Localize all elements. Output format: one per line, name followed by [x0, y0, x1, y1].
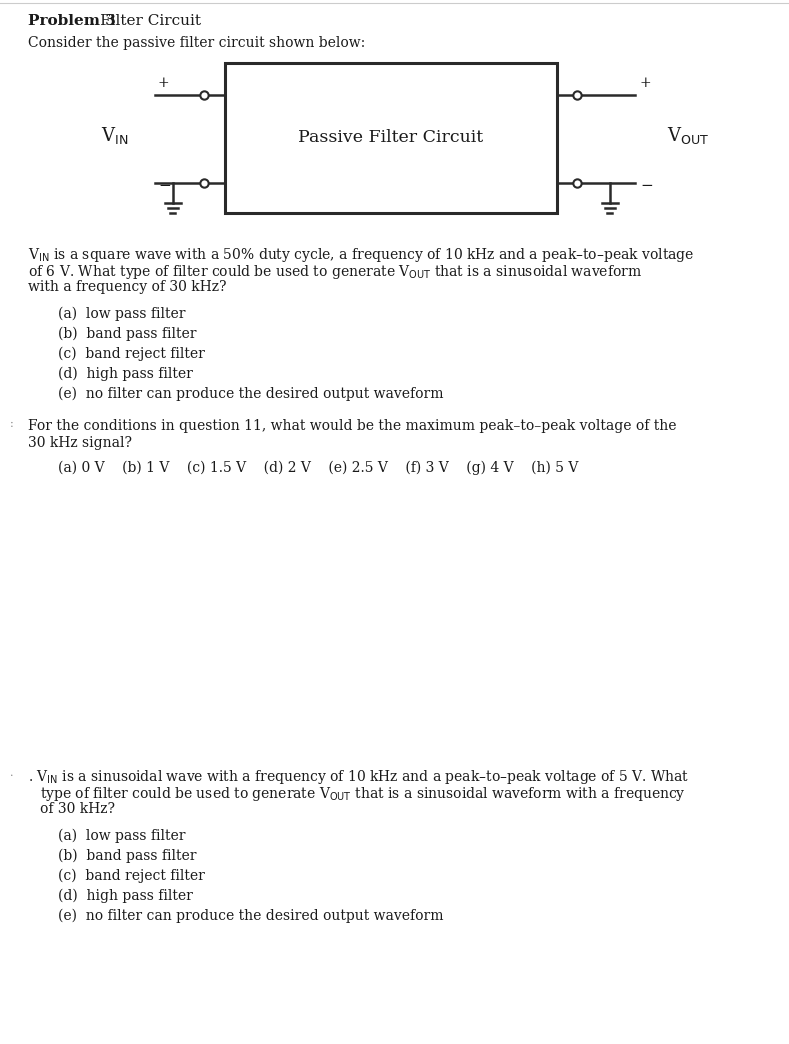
Text: (d)  high pass filter: (d) high pass filter — [58, 367, 193, 381]
Text: .: . — [10, 768, 13, 778]
Bar — [225, 63, 557, 213]
Text: V$_{\mathrm{IN}}$ is a square wave with a 50% duty cycle, a frequency of 10 kHz : V$_{\mathrm{IN}}$ is a square wave with … — [28, 246, 694, 264]
Text: of 6 V. What type of filter could be used to generate V$_{\mathrm{OUT}}$ that is: of 6 V. What type of filter could be use… — [28, 263, 642, 281]
Text: of 30 kHz?: of 30 kHz? — [40, 802, 115, 816]
Text: Consider the passive filter circuit shown below:: Consider the passive filter circuit show… — [28, 35, 365, 50]
Text: −: − — [640, 179, 653, 193]
Text: V$_{\mathrm{IN}}$: V$_{\mathrm{IN}}$ — [101, 125, 129, 146]
Text: 30 kHz signal?: 30 kHz signal? — [28, 436, 132, 450]
Text: (c)  band reject filter: (c) band reject filter — [58, 869, 205, 883]
Text: (a)  low pass filter: (a) low pass filter — [58, 829, 185, 844]
Text: :: : — [10, 419, 13, 429]
Text: (c)  band reject filter: (c) band reject filter — [58, 347, 205, 361]
Text: (b)  band pass filter: (b) band pass filter — [58, 327, 196, 341]
Text: with a frequency of 30 kHz?: with a frequency of 30 kHz? — [28, 280, 226, 294]
Text: (e)  no filter can produce the desired output waveform: (e) no filter can produce the desired ou… — [58, 387, 443, 401]
Text: type of filter could be used to generate V$_{\mathrm{OUT}}$ that is a sinusoidal: type of filter could be used to generate… — [40, 785, 686, 803]
Text: (a)  low pass filter: (a) low pass filter — [58, 307, 185, 322]
Text: . V$_{\mathrm{IN}}$ is a sinusoidal wave with a frequency of 10 kHz and a peak–t: . V$_{\mathrm{IN}}$ is a sinusoidal wave… — [28, 768, 690, 786]
Text: (b)  band pass filter: (b) band pass filter — [58, 849, 196, 863]
Text: (e)  no filter can produce the desired output waveform: (e) no filter can produce the desired ou… — [58, 909, 443, 923]
Text: (d)  high pass filter: (d) high pass filter — [58, 889, 193, 903]
Text: Passive Filter Circuit: Passive Filter Circuit — [298, 129, 484, 146]
Text: +: + — [640, 76, 652, 90]
Text: V$_{\mathrm{OUT}}$: V$_{\mathrm{OUT}}$ — [667, 125, 709, 146]
Text: +: + — [158, 76, 170, 90]
Text: : Filter Circuit: : Filter Circuit — [90, 14, 201, 28]
Text: (a) 0 V    (b) 1 V    (c) 1.5 V    (d) 2 V    (e) 2.5 V    (f) 3 V    (g) 4 V   : (a) 0 V (b) 1 V (c) 1.5 V (d) 2 V (e) 2.… — [58, 461, 578, 475]
Text: −: − — [158, 179, 170, 193]
Text: For the conditions in question 11, what would be the maximum peak–to–peak voltag: For the conditions in question 11, what … — [28, 419, 676, 433]
Text: Problem 3: Problem 3 — [28, 14, 116, 28]
